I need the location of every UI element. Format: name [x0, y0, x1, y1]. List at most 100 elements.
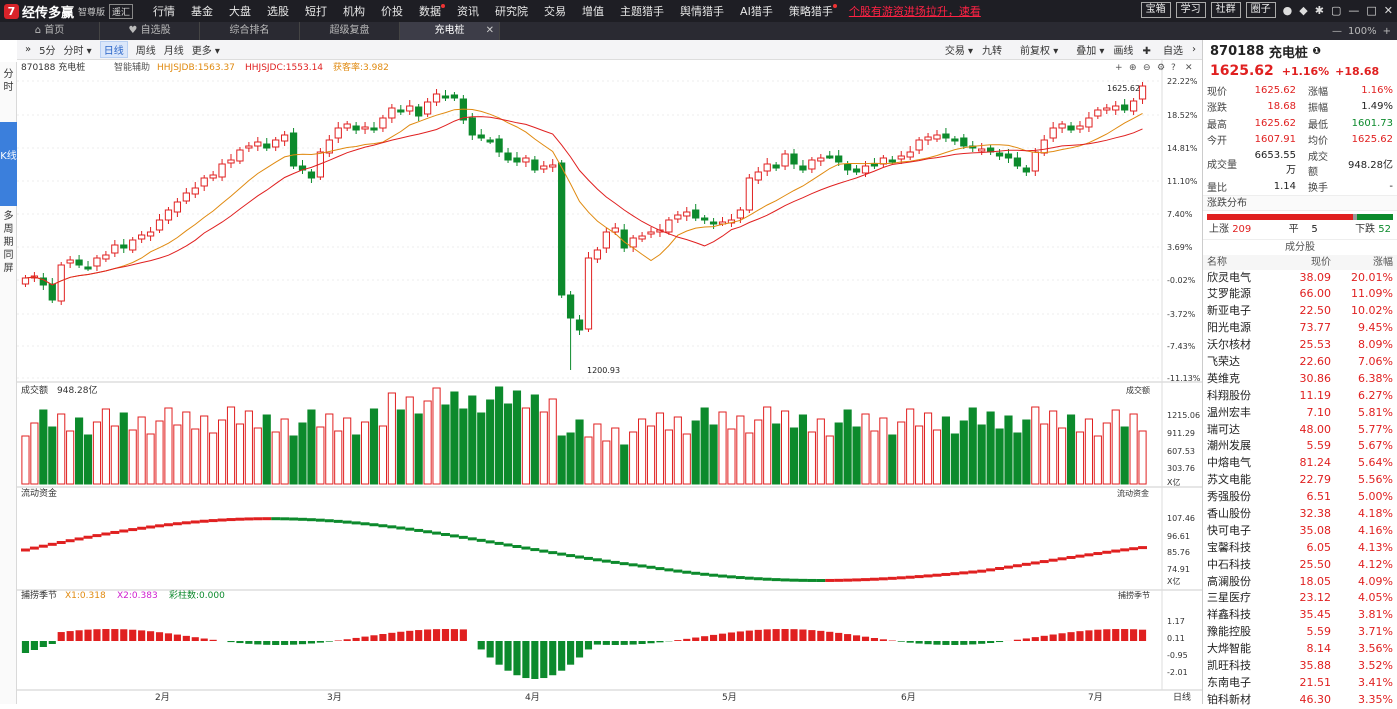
overlay-button[interactable]: 叠加 ▾: [1067, 42, 1104, 57]
menu-item[interactable]: 舆情猎手: [680, 3, 724, 19]
circle-button[interactable]: 圈子: [1246, 2, 1276, 18]
menu-item[interactable]: 数据: [419, 3, 441, 19]
menu-item[interactable]: 资讯: [457, 3, 479, 19]
menu-item[interactable]: 价投: [381, 3, 403, 19]
close-panel-icon[interactable]: ✕: [1185, 63, 1193, 73]
app-tag[interactable]: 遥汇: [109, 4, 133, 19]
menu-item[interactable]: 策略猎手: [789, 3, 833, 19]
menu-item[interactable]: 增值: [582, 3, 604, 19]
tab-ranking[interactable]: 综合排名: [200, 22, 300, 40]
menu-item[interactable]: 选股: [267, 3, 289, 19]
expand-icon[interactable]: ›: [1192, 44, 1196, 55]
settings-icon[interactable]: ⊕: [1129, 63, 1137, 73]
menu-item[interactable]: 交易: [544, 3, 566, 19]
x-period-label[interactable]: 日线: [1173, 691, 1191, 703]
menu-item[interactable]: 研究院: [495, 3, 528, 19]
gear-icon[interactable]: ✱: [1315, 4, 1324, 17]
zoom-out-icon[interactable]: —: [1332, 26, 1342, 37]
info-icon[interactable]: ❶: [1312, 46, 1320, 57]
menu-item[interactable]: 短打: [305, 3, 327, 19]
chart-area[interactable]: 870188 充电桩 智能辅助 HHJSJDB:1563.37 HHJSJDC:…: [17, 60, 1202, 704]
tab-close-icon[interactable]: ✕: [486, 22, 494, 40]
menu-item[interactable]: AI猎手: [740, 3, 773, 19]
adjust-button[interactable]: 前复权 ▾: [1011, 42, 1058, 57]
col-price[interactable]: 现价: [1269, 255, 1331, 270]
app-logo[interactable]: 7 经传多赢 智尊版 遥汇: [0, 0, 133, 22]
period-daily[interactable]: 日线: [100, 41, 128, 58]
bell-icon[interactable]: ◆: [1299, 4, 1307, 17]
col-change[interactable]: 涨幅: [1331, 255, 1393, 270]
period-5min[interactable]: 5分: [39, 42, 55, 57]
draw-button[interactable]: 画线: [1113, 42, 1133, 57]
nav-kline[interactable]: K线: [0, 122, 17, 206]
stock-name: 快可电子: [1207, 523, 1269, 540]
tab-watchlist[interactable]: ♥ 自选股: [100, 22, 200, 40]
catch-bar: [844, 634, 851, 641]
period-monthly[interactable]: 月线: [164, 42, 184, 57]
tab-home[interactable]: ⌂ 首页: [0, 22, 100, 40]
period-weekly[interactable]: 周线: [136, 42, 156, 57]
treasure-button[interactable]: 宝箱: [1141, 2, 1171, 18]
minimize-icon[interactable]: —: [1348, 4, 1359, 17]
community-button[interactable]: 社群: [1211, 2, 1241, 18]
gear-small-icon[interactable]: ⚙: [1157, 63, 1165, 73]
collapse-icon[interactable]: »: [25, 44, 31, 55]
period-more[interactable]: 更多 ▾: [192, 42, 220, 57]
menu-item[interactable]: 大盘: [229, 3, 251, 19]
maximize-icon[interactable]: □: [1366, 4, 1376, 17]
col-name[interactable]: 名称: [1207, 255, 1269, 270]
menu-item[interactable]: 机构: [343, 3, 365, 19]
menu-item[interactable]: 基金: [191, 3, 213, 19]
add-indicator-icon[interactable]: +: [1115, 63, 1123, 73]
add-watch-button[interactable]: ✚ 自选: [1142, 42, 1183, 57]
study-button[interactable]: 学习: [1176, 2, 1206, 18]
zoom-in-icon[interactable]: +: [1383, 26, 1391, 37]
user-icon[interactable]: ●: [1283, 4, 1293, 17]
minus-icon[interactable]: ⊖: [1143, 63, 1151, 73]
assist-toggle[interactable]: 智能辅助: [114, 61, 150, 73]
tab-review[interactable]: 超级复盘: [300, 22, 400, 40]
menu-item[interactable]: 主题猎手: [620, 3, 664, 19]
menu-item[interactable]: 行情: [153, 3, 175, 19]
window-icon[interactable]: ▢: [1331, 4, 1341, 17]
close-icon[interactable]: ✕: [1384, 4, 1393, 17]
nine-turn-button[interactable]: 九转: [982, 42, 1002, 57]
trade-button[interactable]: 交易 ▾: [936, 42, 973, 57]
period-intraday[interactable]: 分时 ▾: [64, 42, 92, 57]
nav-multi-period[interactable]: 多周期同屏: [0, 206, 17, 286]
volume-bar: [630, 432, 637, 484]
kline-chart-svg[interactable]: 870188 充电桩 智能辅助 HHJSJDB:1563.37 HHJSJDC:…: [17, 60, 1202, 704]
nav-intraday[interactable]: 分时: [0, 62, 17, 122]
help-icon[interactable]: ?: [1171, 63, 1176, 73]
volume-bar: [1130, 414, 1137, 484]
tab-charging-pile[interactable]: 充电桩✕: [400, 22, 500, 40]
app-edition: 智尊版: [78, 5, 105, 18]
news-ticker[interactable]: 个股有游资进场拉升，速看: [849, 3, 981, 19]
